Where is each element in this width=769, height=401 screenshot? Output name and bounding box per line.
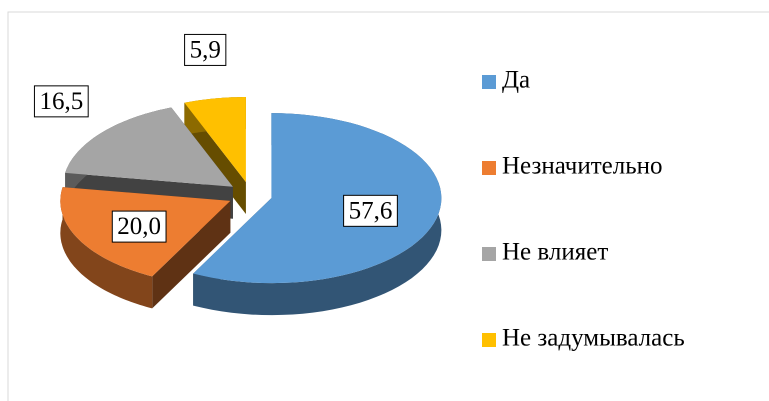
legend-label: Незначительно [502, 153, 663, 180]
legend-swatch [482, 333, 496, 347]
legend-label: Не задумывалась [502, 325, 685, 352]
data-label-box [184, 33, 227, 66]
data-label: 57,6 [349, 197, 393, 224]
data-label-box [343, 194, 398, 227]
legend-swatch [482, 75, 496, 89]
legend-label: Да [502, 67, 530, 94]
slice-wall [60, 187, 153, 309]
slice [65, 107, 233, 187]
data-label: 16,5 [39, 88, 83, 115]
slice [193, 113, 442, 284]
legend-swatch [482, 161, 496, 175]
data-label-box [33, 85, 89, 118]
data-label: 5,9 [190, 36, 221, 63]
legend-label: Не влияет [502, 239, 608, 266]
data-label: 20,0 [117, 213, 161, 240]
data-label-box [111, 210, 167, 243]
slice [184, 97, 246, 182]
chart-border [7, 11, 769, 401]
legend-swatch [482, 247, 496, 261]
